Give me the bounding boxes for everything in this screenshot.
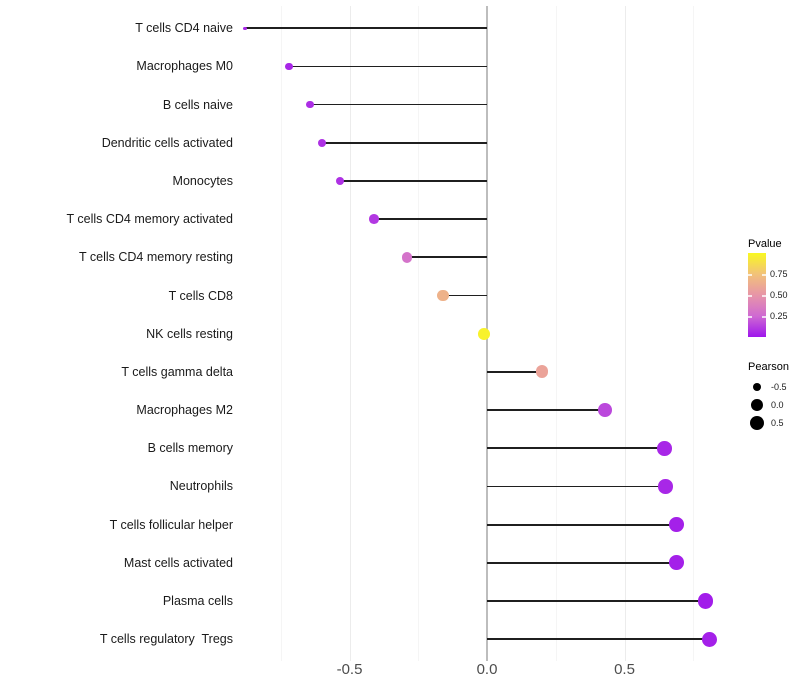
pvalue-gradient-bar xyxy=(748,253,766,337)
row-label: Mast cells activated xyxy=(123,555,233,570)
lollipop-dot xyxy=(478,327,491,340)
lollipop-dot xyxy=(598,403,613,417)
grid-major-line xyxy=(349,6,351,661)
lollipop-stem xyxy=(289,65,487,68)
grid-minor-line xyxy=(693,6,695,661)
lollipop-dot xyxy=(658,479,674,494)
lollipop-dot xyxy=(535,365,549,379)
x-tick-label: 0.0 xyxy=(476,661,498,678)
lollipop-dot xyxy=(369,214,380,224)
lollipop-dot xyxy=(698,593,714,609)
lollipop-stem xyxy=(487,447,665,450)
lollipop-stem xyxy=(487,371,542,373)
row-label: Plasma cells xyxy=(162,594,233,609)
lollipop-stem xyxy=(487,485,666,488)
pvalue-tick-label: 0.50 xyxy=(770,290,788,300)
lollipop-dot xyxy=(669,555,685,571)
grid-major-line xyxy=(624,6,626,661)
pvalue-bar-tick xyxy=(762,274,766,276)
row-label: B cells memory xyxy=(147,441,233,456)
lollipop-dot xyxy=(285,62,293,70)
lollipop-stem xyxy=(309,103,487,106)
row-label: B cells naive xyxy=(162,97,233,112)
row-label: T cells CD4 naive xyxy=(135,21,233,36)
pearson-legend-title: Pearson xyxy=(748,361,789,373)
lollipop-stem xyxy=(487,600,706,602)
lollipop-dot xyxy=(243,26,247,30)
row-label: T cells gamma delta xyxy=(121,364,233,379)
lollipop-stem xyxy=(322,141,487,144)
row-label: T cells CD8 xyxy=(168,288,233,303)
row-label: T cells regulatory Tregs xyxy=(99,632,233,647)
lollipop-stem xyxy=(245,27,487,30)
lollipop-dot xyxy=(402,252,413,263)
x-tick-label: 0.5 xyxy=(614,661,635,678)
row-label: Monocytes xyxy=(172,173,233,188)
lollipop-dot xyxy=(305,100,314,109)
pvalue-bar-tick xyxy=(762,295,766,297)
row-label: Macrophages M2 xyxy=(136,403,233,418)
grid-minor-line xyxy=(418,6,420,661)
lollipop-stem xyxy=(487,523,677,526)
row-label: Neutrophils xyxy=(169,479,233,494)
pvalue-bar-tick xyxy=(762,316,766,318)
lollipop-dot xyxy=(702,631,718,647)
pearson-legend-dot xyxy=(752,382,762,392)
row-label: T cells CD4 memory activated xyxy=(66,212,234,227)
lollipop-stem xyxy=(374,218,487,220)
lollipop-stem xyxy=(487,638,710,641)
pearson-legend-label: -0.5 xyxy=(771,382,787,392)
grid-minor-line xyxy=(280,6,282,661)
pvalue-bar-tick xyxy=(748,274,752,276)
lollipop-stem xyxy=(443,294,487,297)
pearson-legend-dot xyxy=(749,415,765,431)
row-label: Macrophages M0 xyxy=(136,59,233,74)
pvalue-bar-tick xyxy=(748,316,752,318)
grid-minor-line xyxy=(555,6,557,661)
row-label: T cells CD4 memory resting xyxy=(79,250,233,265)
pvalue-legend-title: Pvalue xyxy=(748,238,782,250)
row-label: Dendritic cells activated xyxy=(101,135,233,150)
lollipop-dot xyxy=(657,440,672,456)
lollipop-dot xyxy=(437,289,449,302)
pearson-legend-dot xyxy=(751,399,763,411)
lollipop-stem xyxy=(487,562,677,564)
lollipop-dot xyxy=(317,138,327,147)
lollipop-stem xyxy=(407,256,487,259)
pvalue-bar-tick xyxy=(748,295,752,297)
pearson-legend-label: 0.0 xyxy=(771,400,784,410)
pvalue-tick-label: 0.25 xyxy=(770,311,788,321)
x-tick-label: -0.5 xyxy=(336,661,363,678)
row-label: T cells follicular helper xyxy=(109,517,233,532)
lollipop-stem xyxy=(487,409,606,411)
lollipop-dot xyxy=(335,176,345,186)
lollipop-stem xyxy=(339,180,487,182)
pearson-legend-label: 0.5 xyxy=(771,418,784,428)
pvalue-tick-label: 0.75 xyxy=(770,269,788,279)
lollipop-dot xyxy=(669,517,685,533)
row-label: NK cells resting xyxy=(146,326,233,341)
